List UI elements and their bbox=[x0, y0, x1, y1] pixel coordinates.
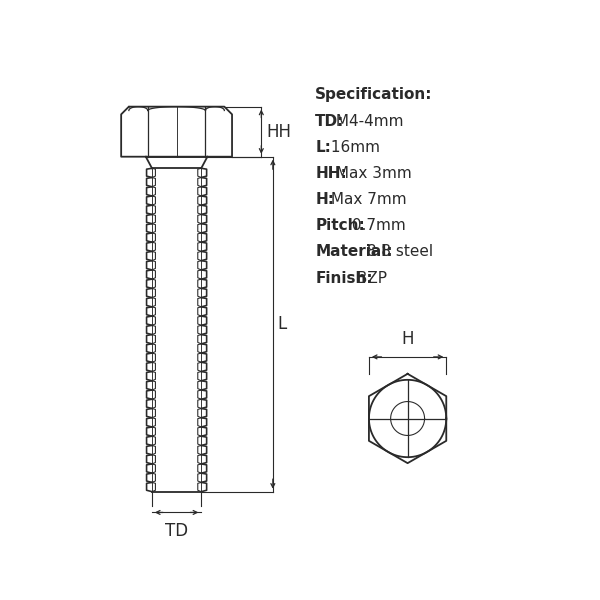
Text: HH:: HH: bbox=[315, 166, 347, 181]
Text: BZP: BZP bbox=[352, 271, 387, 286]
Text: M4-4mm: M4-4mm bbox=[331, 113, 403, 128]
Text: Max 7mm: Max 7mm bbox=[326, 192, 406, 207]
Text: 8.8 steel: 8.8 steel bbox=[362, 244, 434, 259]
Text: HH: HH bbox=[266, 122, 291, 140]
Text: 16mm: 16mm bbox=[326, 140, 380, 155]
Text: Max 3mm: Max 3mm bbox=[331, 166, 412, 181]
Text: Material:: Material: bbox=[315, 244, 393, 259]
Text: Finish:: Finish: bbox=[315, 271, 373, 286]
Text: TD: TD bbox=[165, 523, 188, 541]
Text: Specification:: Specification: bbox=[315, 88, 433, 103]
Text: H:: H: bbox=[315, 192, 334, 207]
Text: L:: L: bbox=[315, 140, 331, 155]
Text: TD:: TD: bbox=[315, 113, 344, 128]
Text: 0.7mm: 0.7mm bbox=[347, 218, 406, 233]
Text: H: H bbox=[401, 329, 414, 347]
Text: L: L bbox=[277, 315, 287, 333]
Text: Pitch:: Pitch: bbox=[315, 218, 365, 233]
